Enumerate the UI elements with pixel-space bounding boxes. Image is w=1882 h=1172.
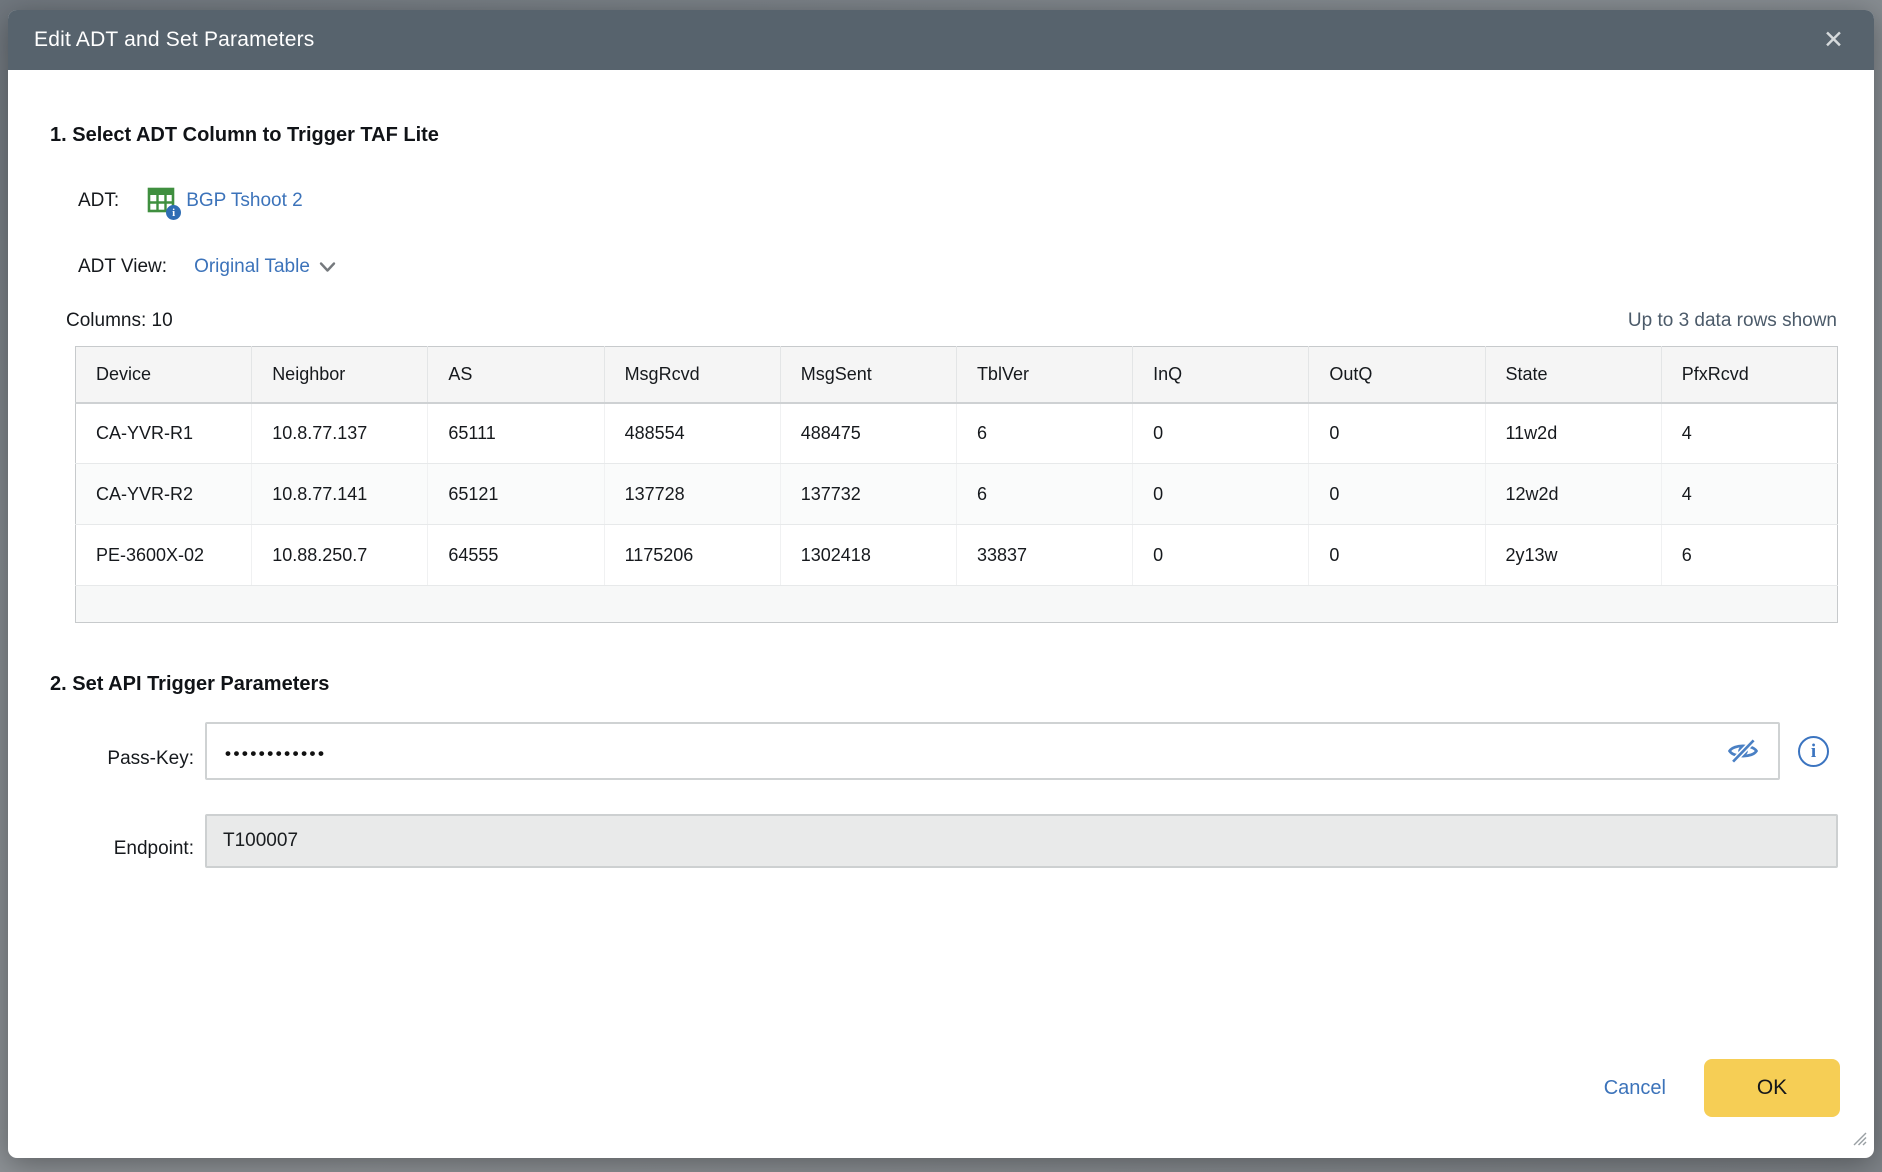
endpoint-label: Endpoint:	[113, 838, 194, 859]
column-header-device[interactable]: Device	[75, 346, 253, 404]
ok-button[interactable]: OK	[1704, 1059, 1840, 1117]
table-cell: 4	[1661, 402, 1838, 464]
adt-table-header-row: Device Neighbor AS MsgRcvd MsgSent TblVer InQ O…	[75, 346, 1838, 404]
table-cell: 10.8.77.137	[251, 402, 429, 464]
column-header-inq[interactable]: InQ	[1132, 346, 1310, 404]
adt-view-row: ADT View: Original Table	[78, 250, 336, 284]
dialog-header: Edit ADT and Set Parameters ✕	[8, 10, 1874, 70]
table-row: CA-YVR-R2 10.8.77.141 65121 137728 137732 6 0 0…	[75, 463, 1838, 525]
table-cell: 10.88.250.7	[251, 524, 429, 586]
table-cell: 0	[1132, 524, 1310, 586]
table-row: CA-YVR-R1 10.8.77.137 65111 488554 488475 6 0 0…	[75, 402, 1838, 464]
dialog-footer: Cancel OK	[1604, 1059, 1840, 1117]
column-header-as[interactable]: AS	[427, 346, 605, 404]
table-cell: 137732	[780, 463, 957, 525]
adt-table-footer-cell	[75, 585, 1838, 623]
table-row: PE-3600X-02 10.88.250.7 64555 1175206 130241…	[75, 524, 1838, 586]
passkey-masked-value: ••••••••••••	[225, 744, 327, 763]
column-header-pfxrcvd[interactable]: PfxRcvd	[1661, 346, 1838, 404]
table-cell: 137728	[604, 463, 781, 525]
adt-field-row: ADT: i BGP Tshoot 2	[78, 184, 303, 220]
info-icon[interactable]: i	[1798, 736, 1829, 767]
adt-table-icon: i	[147, 186, 182, 220]
table-cell: 6	[956, 402, 1134, 464]
eye-slash-icon[interactable]	[1726, 734, 1760, 768]
table-cell: 65121	[427, 463, 605, 525]
close-icon[interactable]: ✕	[1823, 25, 1844, 54]
adt-view-label: ADT View:	[78, 256, 168, 277]
adt-info-badge-icon: i	[166, 205, 182, 220]
adt-table-body: CA-YVR-R1 10.8.77.137 65111 488554 488475 6 0 0…	[75, 402, 1838, 586]
columns-count-label: Columns: 10	[66, 310, 173, 331]
table-cell: 488554	[604, 402, 781, 464]
table-cell: 488475	[780, 402, 957, 464]
column-header-neighbor[interactable]: Neighbor	[251, 346, 429, 404]
edit-adt-dialog: Edit ADT and Set Parameters ✕ 1. Select …	[8, 10, 1874, 1158]
resize-grip-icon[interactable]	[1852, 1131, 1867, 1151]
section2-heading: 2. Set API Trigger Parameters	[50, 673, 330, 695]
adt-preview-table: Device Neighbor AS MsgRcvd MsgSent TblVer InQ O…	[75, 346, 1838, 623]
table-cell: 6	[956, 463, 1134, 525]
table-cell: 2y13w	[1485, 524, 1662, 586]
adt-view-dropdown[interactable]: Original Table	[194, 256, 310, 277]
passkey-label: Pass-Key:	[107, 748, 194, 769]
table-cell: PE-3600X-02	[75, 524, 253, 586]
table-cell: 4	[1661, 463, 1838, 525]
table-cell: CA-YVR-R2	[75, 463, 253, 525]
table-cell: 6	[1661, 524, 1838, 586]
column-header-tblver[interactable]: TblVer	[956, 346, 1134, 404]
passkey-input[interactable]: ••••••••••••	[205, 722, 1780, 780]
table-cell: 64555	[427, 524, 605, 586]
adt-preview-table-wrap: Device Neighbor AS MsgRcvd MsgSent TblVer InQ O…	[75, 346, 1838, 623]
adt-link[interactable]: BGP Tshoot 2	[186, 190, 303, 211]
dialog-title: Edit ADT and Set Parameters	[34, 28, 315, 51]
column-header-msgsent[interactable]: MsgSent	[780, 346, 957, 404]
column-header-state[interactable]: State	[1485, 346, 1662, 404]
table-cell: 65111	[427, 402, 605, 464]
table-cell: 33837	[956, 524, 1134, 586]
column-header-outq[interactable]: OutQ	[1308, 346, 1486, 404]
table-cell: 1302418	[780, 524, 957, 586]
table-cell: 0	[1308, 524, 1486, 586]
table-cell: 0	[1308, 463, 1486, 525]
column-header-msgrcvd[interactable]: MsgRcvd	[604, 346, 781, 404]
adt-label: ADT:	[78, 190, 120, 211]
table-cell: 10.8.77.141	[251, 463, 429, 525]
table-cell: 0	[1132, 402, 1310, 464]
section1-heading: 1. Select ADT Column to Trigger TAF Lite	[50, 124, 439, 146]
adt-table-footer-row	[75, 585, 1838, 623]
table-cell: 0	[1308, 402, 1486, 464]
table-cell: 0	[1132, 463, 1310, 525]
table-cell: 1175206	[604, 524, 781, 586]
endpoint-input[interactable]: T100007	[205, 814, 1838, 868]
chevron-down-icon[interactable]	[319, 261, 336, 273]
table-cell: CA-YVR-R1	[75, 402, 253, 464]
table-cell: 12w2d	[1485, 463, 1662, 525]
cancel-button[interactable]: Cancel	[1603, 1076, 1666, 1099]
endpoint-value: T100007	[223, 830, 299, 851]
rows-shown-note: Up to 3 data rows shown	[1627, 310, 1837, 331]
table-cell: 11w2d	[1485, 402, 1662, 464]
